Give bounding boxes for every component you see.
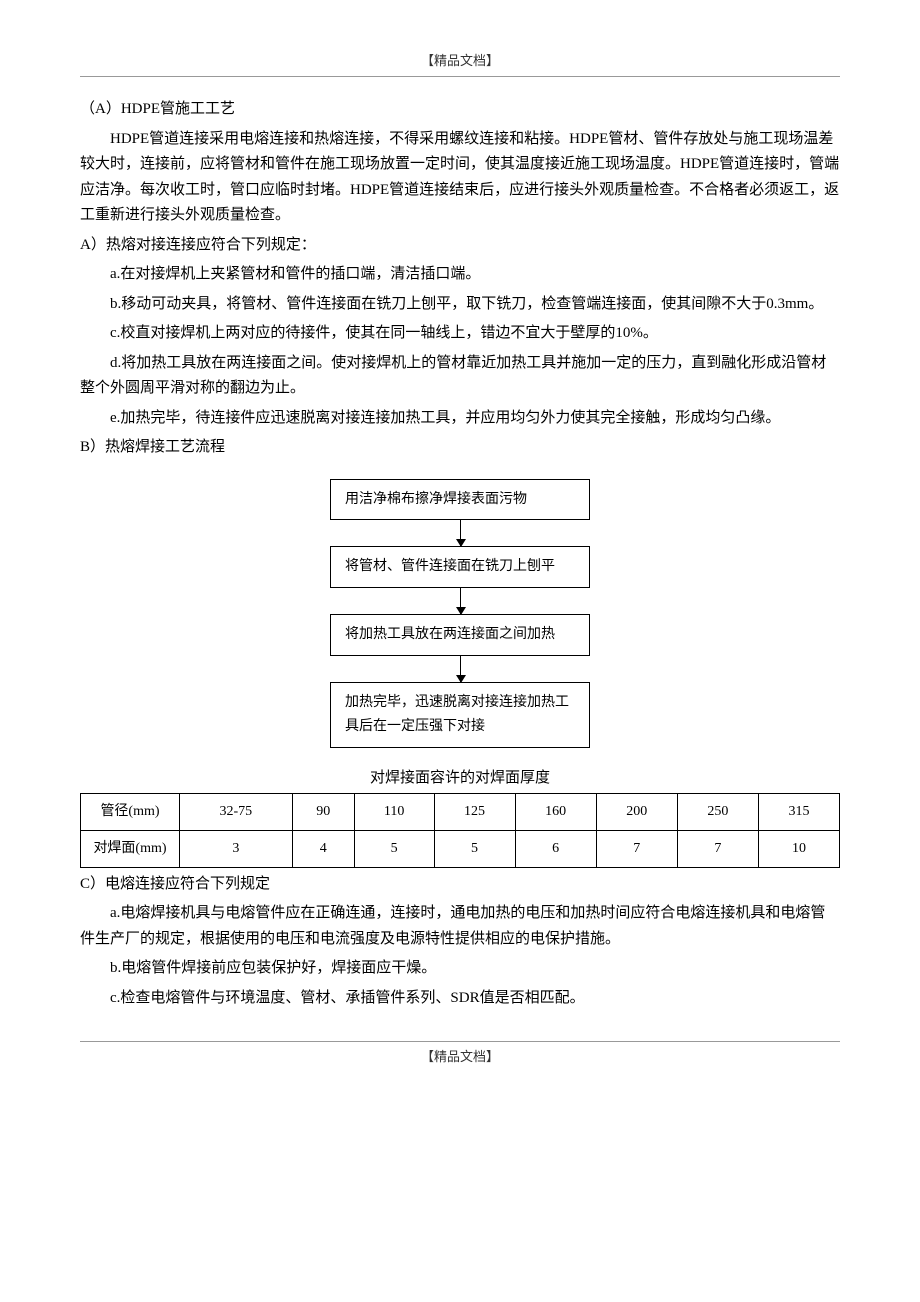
table-cell: 160 — [515, 794, 596, 831]
table-cell: 200 — [596, 794, 677, 831]
table-row: 对焊面(mm) 3 4 5 5 6 7 7 10 — [81, 830, 840, 867]
section-a-title: （A）HDPE管施工工艺 — [80, 97, 840, 123]
step-a-b: b.移动可动夹具，将管材、管件连接面在铣刀上刨平，取下铣刀，检查管端连接面，使其… — [80, 292, 840, 318]
row-header: 对焊面(mm) — [81, 830, 180, 867]
table-cell: 90 — [292, 794, 354, 831]
flowchart: 用洁净棉布擦净焊接表面污物 将管材、管件连接面在铣刀上刨平 将加热工具放在两连接… — [80, 479, 840, 748]
table-cell: 10 — [758, 830, 839, 867]
step-a-c: c.校直对接焊机上两对应的待接件，使其在同一轴线上，错边不宜大于壁厚的10%。 — [80, 321, 840, 347]
table-cell: 125 — [434, 794, 515, 831]
flow-step-4: 加热完毕，迅速脱离对接连接加热工具后在一定压强下对接 — [330, 682, 590, 748]
thickness-table: 管径(mm) 32-75 90 110 125 160 200 250 315 … — [80, 793, 840, 868]
section-b-label: B）热熔焊接工艺流程 — [80, 435, 840, 461]
step-a-a: a.在对接焊机上夹紧管材和管件的插口端，清洁插口端。 — [80, 262, 840, 288]
section-a-label: A）热熔对接连接应符合下列规定： — [80, 233, 840, 259]
table-cell: 110 — [354, 794, 434, 831]
header-rule — [80, 76, 840, 77]
flow-arrow-icon — [460, 520, 461, 546]
table-caption: 对焊接面容许的对焊面厚度 — [80, 766, 840, 792]
flow-arrow-icon — [460, 588, 461, 614]
step-a-e: e.加热完毕，待连接件应迅速脱离对接连接加热工具，并应用均匀外力使其完全接触，形… — [80, 406, 840, 432]
table-cell: 250 — [677, 794, 758, 831]
table-cell: 4 — [292, 830, 354, 867]
table-cell: 5 — [434, 830, 515, 867]
header-label: 【精品文档】 — [80, 50, 840, 72]
flow-arrow-icon — [460, 656, 461, 682]
footer-label: 【精品文档】 — [80, 1046, 840, 1068]
step-c-c: c.检查电熔管件与环境温度、管材、承插管件系列、SDR值是否相匹配。 — [80, 986, 840, 1012]
table-cell: 3 — [180, 830, 293, 867]
intro-paragraph: HDPE管道连接采用电熔连接和热熔连接，不得采用螺纹连接和粘接。HDPE管材、管… — [80, 127, 840, 229]
flow-step-2: 将管材、管件连接面在铣刀上刨平 — [330, 546, 590, 588]
table-row: 管径(mm) 32-75 90 110 125 160 200 250 315 — [81, 794, 840, 831]
step-a-d: d.将加热工具放在两连接面之间。使对接焊机上的管材靠近加热工具并施加一定的压力，… — [80, 351, 840, 402]
table-cell: 32-75 — [180, 794, 293, 831]
table-cell: 5 — [354, 830, 434, 867]
flow-step-1: 用洁净棉布擦净焊接表面污物 — [330, 479, 590, 521]
table-cell: 7 — [596, 830, 677, 867]
table-cell: 6 — [515, 830, 596, 867]
footer-rule — [80, 1041, 840, 1042]
flow-step-3: 将加热工具放在两连接面之间加热 — [330, 614, 590, 656]
step-c-a: a.电熔焊接机具与电熔管件应在正确连通，连接时，通电加热的电压和加热时间应符合电… — [80, 901, 840, 952]
step-c-b: b.电熔管件焊接前应包装保护好，焊接面应干燥。 — [80, 956, 840, 982]
table-cell: 315 — [758, 794, 839, 831]
section-c-label: C）电熔连接应符合下列规定 — [80, 872, 840, 898]
table-cell: 7 — [677, 830, 758, 867]
row-header: 管径(mm) — [81, 794, 180, 831]
